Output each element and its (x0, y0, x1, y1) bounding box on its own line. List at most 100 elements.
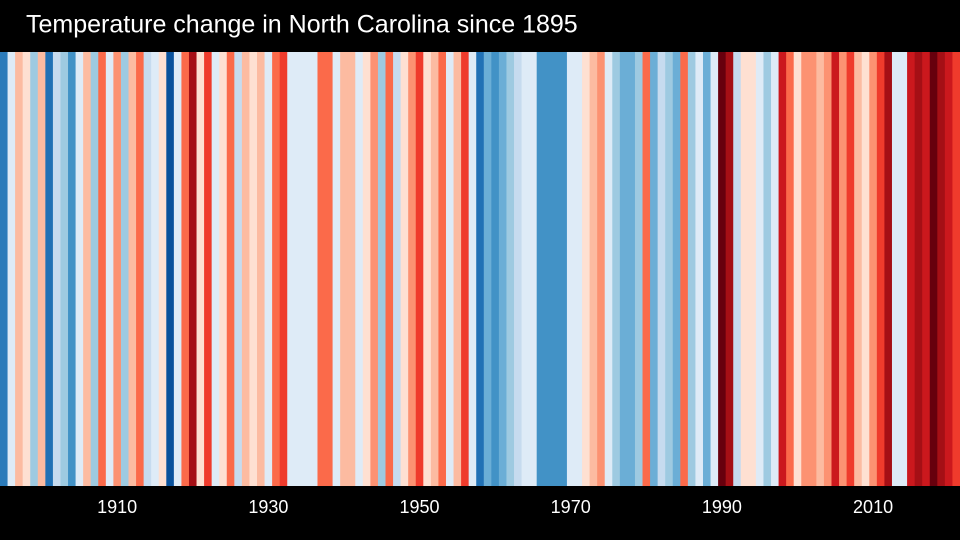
stripe (498, 52, 508, 486)
stripe (695, 52, 704, 486)
stripe (68, 52, 77, 486)
stripe (430, 52, 440, 486)
stripe (778, 52, 787, 486)
stripe (876, 52, 886, 486)
stripe (483, 52, 492, 486)
stripe (680, 52, 689, 486)
stripe (211, 52, 220, 486)
stripe (786, 52, 795, 486)
stripe (234, 52, 243, 486)
stripe (657, 52, 666, 486)
stripe (105, 52, 114, 486)
x-tick-label: 2010 (853, 497, 893, 517)
stripe (619, 52, 629, 486)
x-tick-label: 1910 (97, 497, 137, 517)
stripe (120, 52, 130, 486)
stripe (506, 52, 515, 486)
stripe (408, 52, 417, 486)
stripe (521, 52, 530, 486)
stripe (294, 52, 303, 486)
x-tick-label: 1930 (248, 497, 288, 517)
stripe (604, 52, 613, 486)
stripe (181, 52, 190, 486)
stripe (370, 52, 379, 486)
stripe (589, 52, 598, 486)
stripe (37, 52, 46, 486)
stripe (952, 52, 960, 486)
stripe (514, 52, 523, 486)
stripe (536, 52, 545, 486)
stripe (725, 52, 734, 486)
stripe (559, 52, 568, 486)
stripe (272, 52, 281, 486)
x-tick-label: 1990 (702, 497, 742, 517)
stripe (808, 52, 817, 486)
stripe (453, 52, 462, 486)
stripe (241, 52, 251, 486)
stripe (899, 52, 908, 486)
stripe (60, 52, 69, 486)
stripe (113, 52, 122, 486)
stripe (219, 52, 228, 486)
stripe (415, 52, 424, 486)
stripe (287, 52, 296, 486)
stripe (755, 52, 765, 486)
stripe (309, 52, 319, 486)
stripe (325, 52, 334, 486)
stripe (891, 52, 901, 486)
stripe (710, 52, 719, 486)
stripe (158, 52, 167, 486)
stripe (423, 52, 432, 486)
stripe (922, 52, 931, 486)
stripe (665, 52, 674, 486)
chart-title: Temperature change in North Carolina sin… (26, 11, 578, 39)
stripe (544, 52, 553, 486)
stripe (22, 52, 31, 486)
stripe (355, 52, 364, 486)
stripe (551, 52, 560, 486)
stripe (771, 52, 780, 486)
stripe (393, 52, 402, 486)
stripe (279, 52, 288, 486)
stripe (491, 52, 500, 486)
stripe (801, 52, 810, 486)
stripe (763, 52, 772, 486)
stripe (733, 52, 742, 486)
stripe (400, 52, 409, 486)
stripe (7, 52, 16, 486)
stripe (869, 52, 878, 486)
stripe (75, 52, 84, 486)
stripe (914, 52, 923, 486)
stripe (846, 52, 855, 486)
stripe (468, 52, 477, 486)
stripe (854, 52, 863, 486)
stripe (642, 52, 651, 486)
stripe (861, 52, 870, 486)
stripe (597, 52, 606, 486)
stripe (52, 52, 62, 486)
stripe (302, 52, 311, 486)
stripe (650, 52, 659, 486)
stripe (249, 52, 258, 486)
stripe (816, 52, 825, 486)
stripe (143, 52, 152, 486)
x-tick-label: 1950 (400, 497, 440, 517)
stripe (128, 52, 137, 486)
stripe (226, 52, 235, 486)
stripe (634, 52, 644, 486)
stripe (793, 52, 802, 486)
stripe (582, 52, 591, 486)
stripe (929, 52, 938, 486)
stripe (476, 52, 485, 486)
stripe (445, 52, 455, 486)
stripe (839, 52, 848, 486)
stripe (831, 52, 840, 486)
stripe (884, 52, 893, 486)
stripe (566, 52, 576, 486)
stripe (385, 52, 394, 486)
stripe (151, 52, 160, 486)
stripe (687, 52, 697, 486)
stripe (702, 52, 712, 486)
stripe (332, 52, 341, 486)
stripe (438, 52, 447, 486)
